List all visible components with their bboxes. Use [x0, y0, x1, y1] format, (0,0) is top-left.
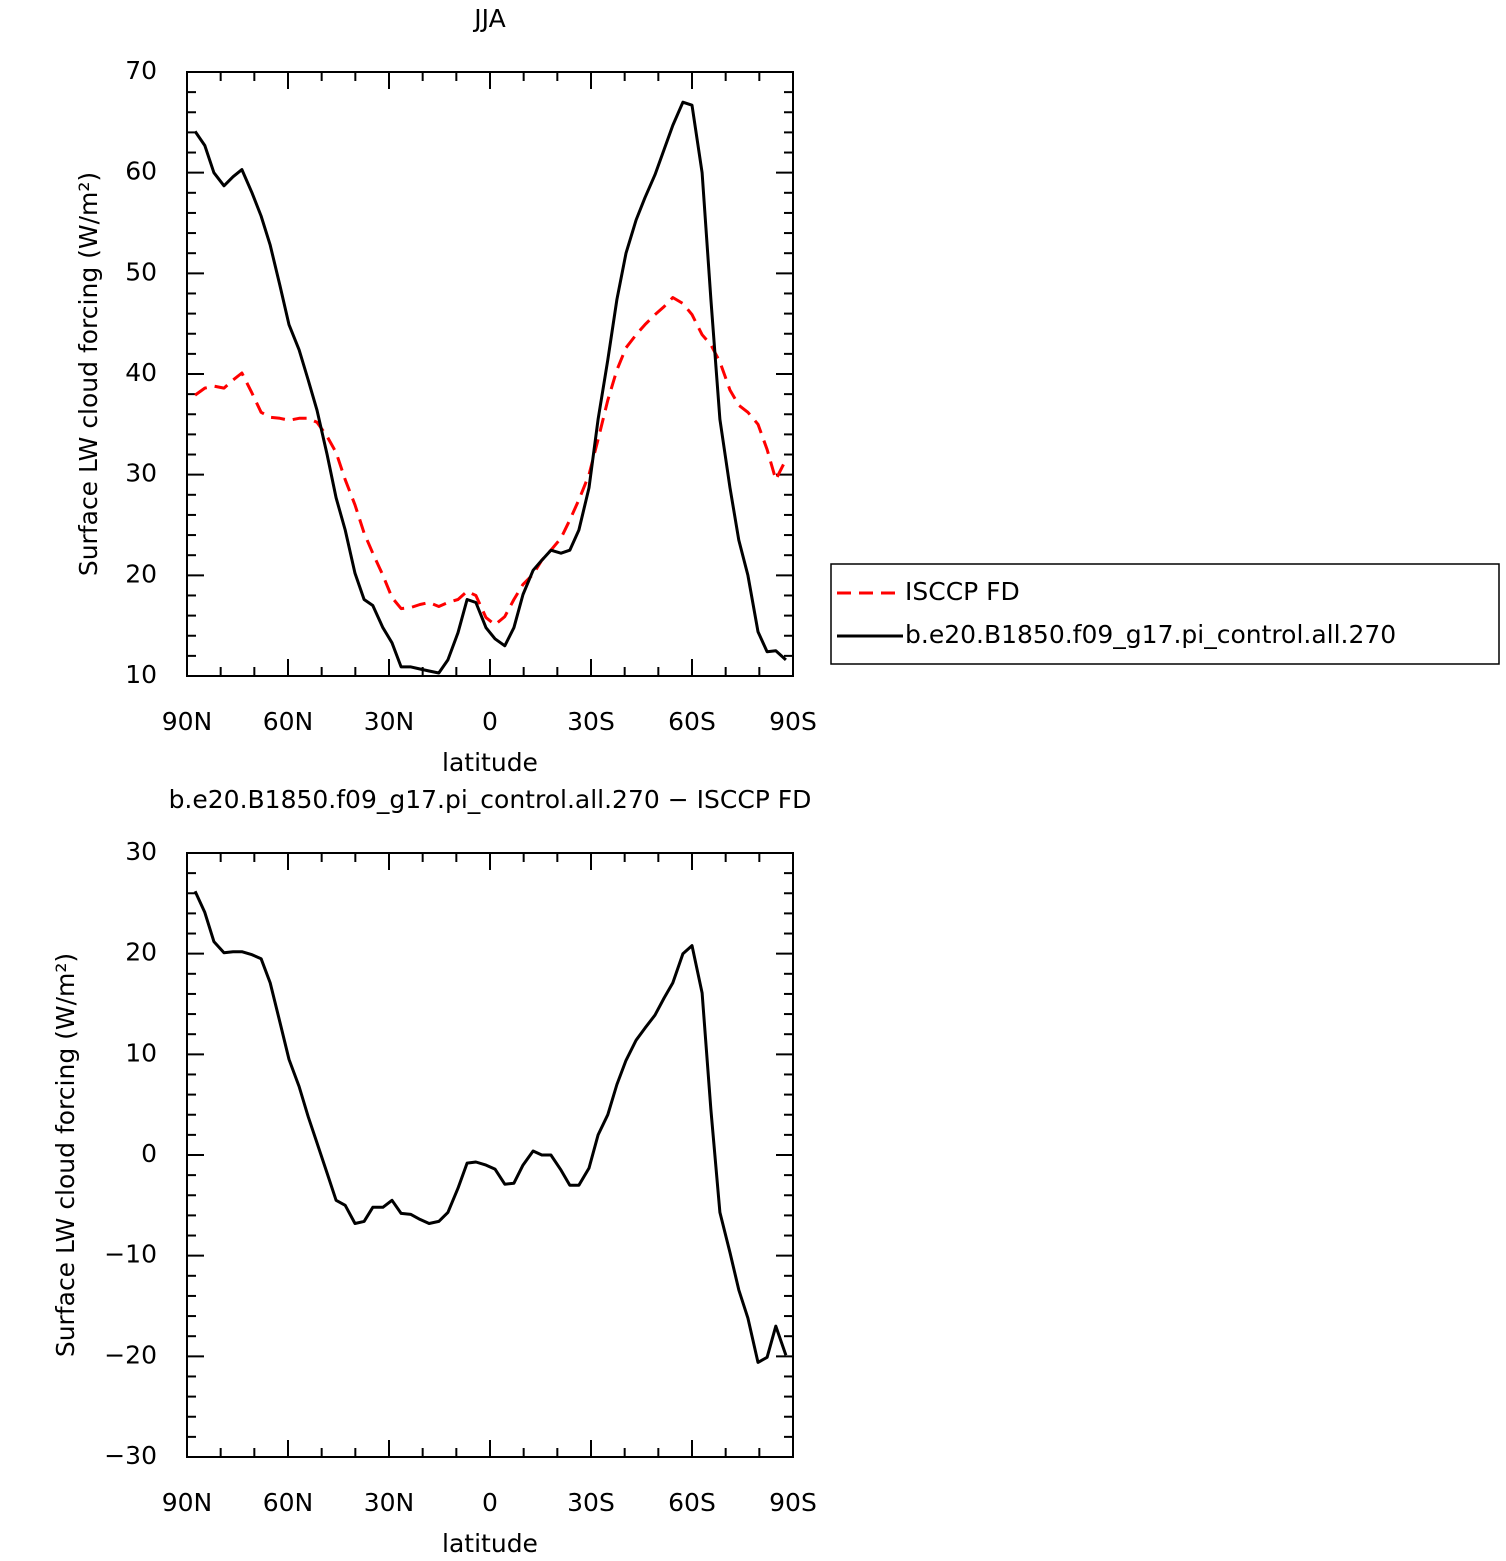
- y-tick-label: 30: [125, 837, 157, 866]
- y-tick-label: 20: [125, 559, 157, 588]
- data-line: [193, 890, 788, 1364]
- y-tick-label: 20: [125, 938, 157, 967]
- y-tick-label: 0: [141, 1139, 157, 1168]
- x-axis-label: latitude: [442, 748, 538, 777]
- legend-label: ISCCP FD: [905, 577, 1020, 606]
- y-tick-label: 70: [125, 56, 157, 85]
- y-tick-label: 60: [125, 157, 157, 186]
- data-line: [193, 100, 787, 675]
- x-tick-label: 60N: [263, 1488, 314, 1517]
- y-tick-label: −10: [104, 1240, 157, 1269]
- legend-label: b.e20.B1850.f09_g17.pi_control.all.270: [905, 620, 1396, 649]
- y-axis-label: Surface LW cloud forcing (W/m²): [51, 953, 80, 1357]
- data-line: [194, 296, 788, 627]
- y-tick-label: 50: [125, 257, 157, 286]
- x-tick-label: 90S: [769, 707, 817, 736]
- chart-title: JJA: [472, 4, 505, 33]
- x-tick-label: 90N: [162, 1488, 213, 1517]
- y-tick-label: 40: [125, 358, 157, 387]
- x-tick-label: 0: [482, 707, 498, 736]
- chart-title: b.e20.B1850.f09_g17.pi_control.all.270 −…: [169, 785, 812, 814]
- x-tick-label: 90N: [162, 707, 213, 736]
- x-tick-label: 90S: [769, 1488, 817, 1517]
- x-axis-label: latitude: [442, 1529, 538, 1558]
- plot-frame: [186, 852, 794, 1458]
- y-tick-label: 30: [125, 459, 157, 488]
- x-tick-label: 30N: [364, 707, 415, 736]
- x-tick-label: 30S: [567, 707, 615, 736]
- x-tick-label: 60N: [263, 707, 314, 736]
- plot-frame: [186, 71, 794, 677]
- x-tick-label: 60S: [668, 707, 716, 736]
- y-tick-label: −30: [104, 1441, 157, 1470]
- x-tick-label: 0: [482, 1488, 498, 1517]
- legend-box: [830, 563, 1500, 665]
- x-tick-label: 30N: [364, 1488, 415, 1517]
- y-tick-label: 10: [125, 660, 157, 689]
- x-tick-label: 30S: [567, 1488, 615, 1517]
- y-tick-label: 10: [125, 1038, 157, 1067]
- y-axis-label: Surface LW cloud forcing (W/m²): [74, 172, 103, 576]
- y-tick-label: −20: [104, 1340, 157, 1369]
- x-tick-label: 60S: [668, 1488, 716, 1517]
